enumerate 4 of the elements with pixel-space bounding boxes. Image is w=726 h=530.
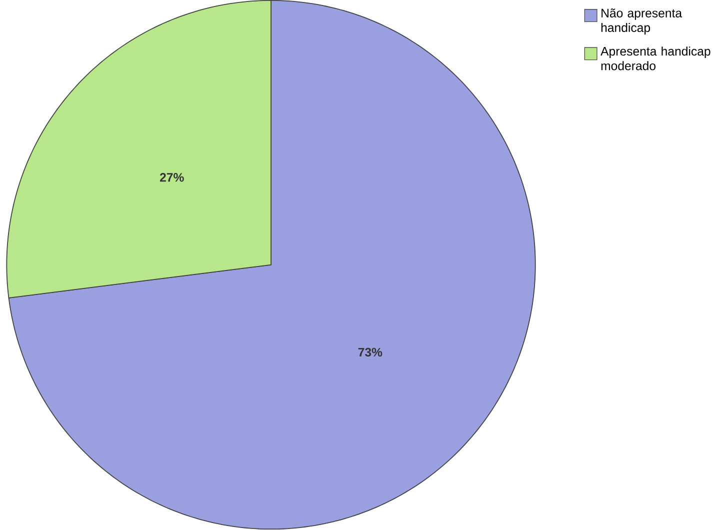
legend-label: Apresenta handicap moderado	[600, 46, 710, 70]
data-label: 27%	[160, 173, 184, 182]
legend-label: Não apresenta handicap	[601, 8, 682, 35]
data-label: 73%	[358, 348, 382, 357]
